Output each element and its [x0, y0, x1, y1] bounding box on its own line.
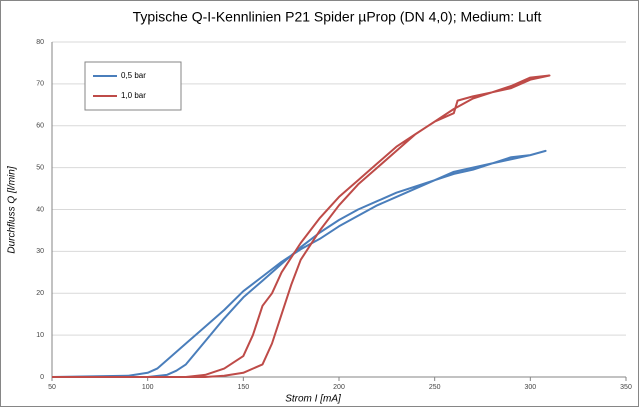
x-tick-label: 100 — [142, 384, 154, 391]
y-axis-label: Durchfluss Q [l/min] — [7, 166, 18, 253]
y-tick-label: 50 — [36, 164, 44, 171]
y-tick-label: 40 — [36, 206, 44, 213]
legend-label: 0,5 bar — [121, 71, 146, 80]
x-axis-label: Strom I [mA] — [285, 394, 341, 405]
x-tick-label: 250 — [429, 384, 441, 391]
chart-title: Typische Q-I-Kennlinien P21 Spider µProp… — [133, 9, 542, 25]
x-tick-label: 200 — [333, 384, 345, 391]
series-line — [52, 74, 551, 378]
legend-label: 1,0 bar — [121, 91, 146, 100]
y-tick-label: 0 — [40, 374, 44, 381]
x-tick-label: 150 — [237, 384, 249, 391]
y-tick-label: 10 — [36, 332, 44, 339]
y-tick-label: 30 — [36, 248, 44, 255]
y-tick-label: 60 — [36, 123, 44, 130]
legend-box — [84, 61, 182, 111]
x-tick-label: 50 — [48, 384, 56, 391]
series-line — [51, 149, 547, 378]
y-tick-label: 20 — [36, 290, 44, 297]
x-tick-label: 350 — [620, 384, 632, 391]
y-tick-label: 70 — [36, 81, 44, 88]
y-tick-label: 80 — [36, 39, 44, 46]
x-tick-label: 300 — [524, 384, 536, 391]
